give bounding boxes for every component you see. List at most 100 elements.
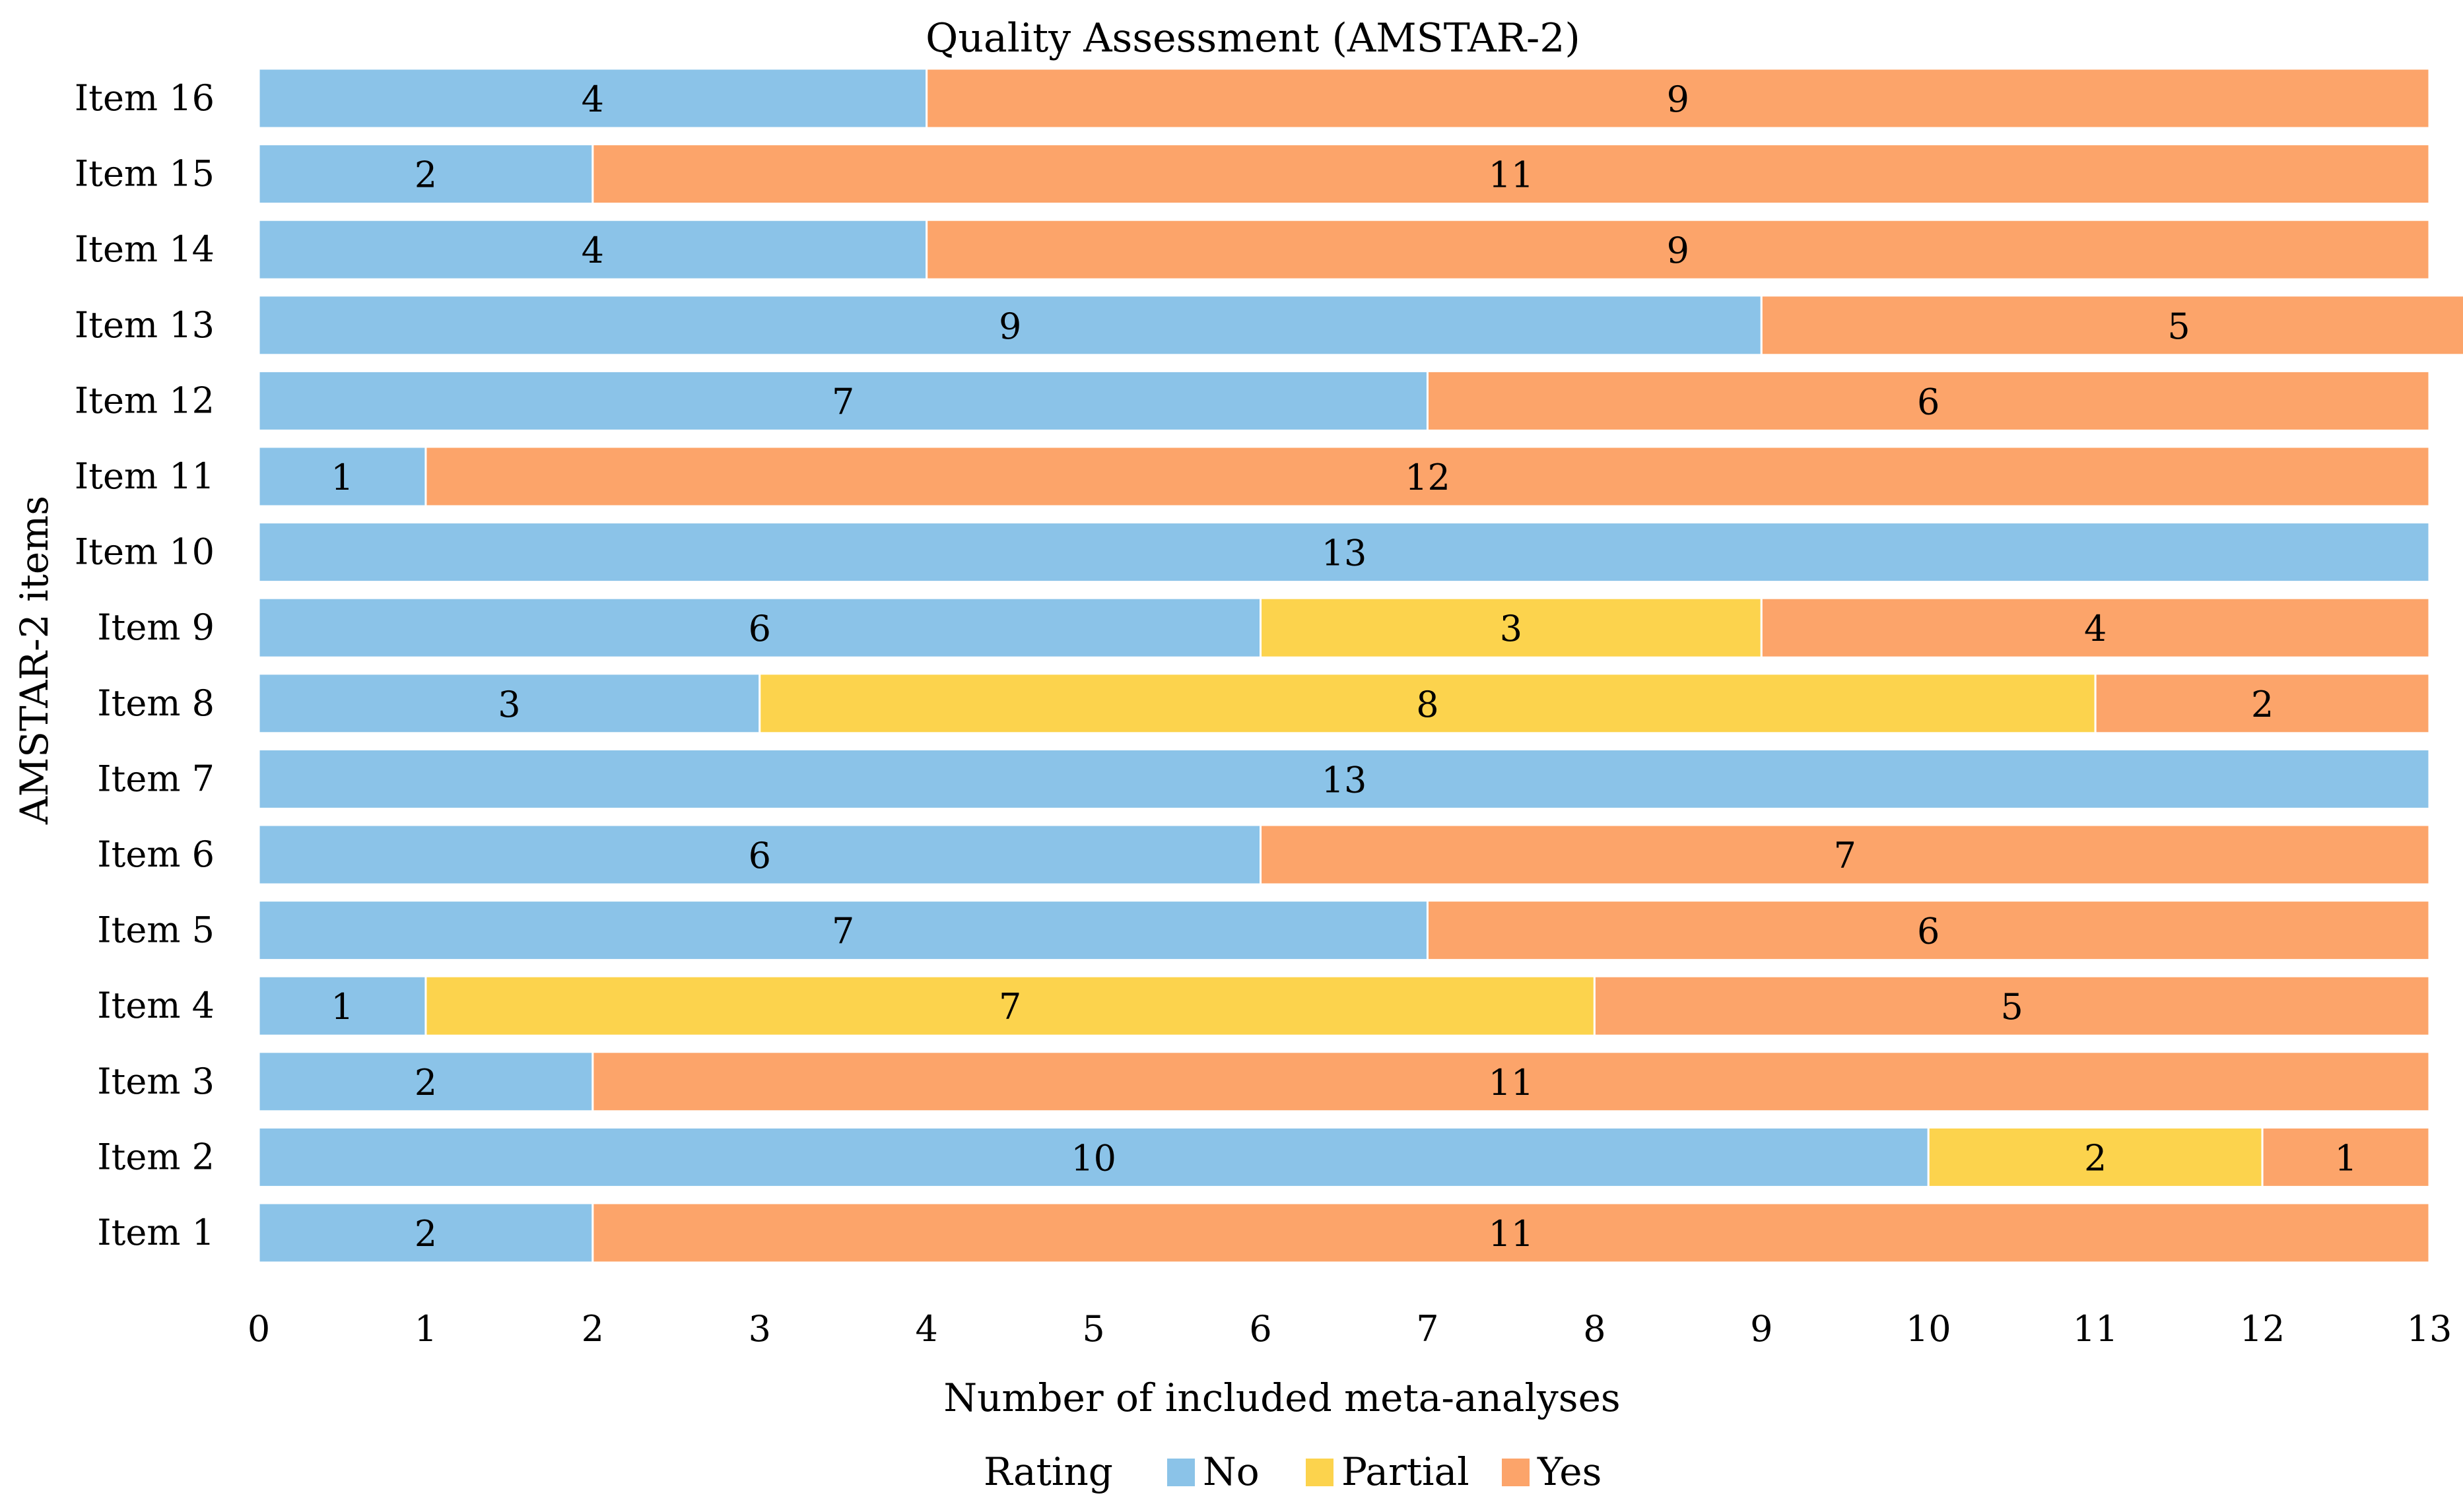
y-tick-label: Item 5 — [97, 909, 215, 951]
legend-label-yes: Yes — [1537, 1449, 1602, 1494]
x-tick-label: 4 — [916, 1308, 938, 1350]
x-axis-ticks: 0 1 2 3 4 5 6 7 8 9 10 11 12 13 — [248, 1308, 2452, 1350]
data-label: 9 — [1667, 230, 1689, 271]
data-label: 2 — [415, 1062, 437, 1103]
bar-segment-no — [257, 294, 1763, 356]
data-label: 7 — [832, 911, 854, 952]
x-tick-label: 13 — [2407, 1308, 2452, 1350]
bar-segment-partial — [1260, 597, 1763, 659]
data-label: 4 — [582, 79, 604, 120]
bar-segment-no — [257, 673, 761, 735]
data-label: 9 — [999, 306, 1021, 347]
bar-segment-no — [257, 521, 2431, 583]
x-tick-label: 1 — [415, 1308, 437, 1350]
x-tick-label: 0 — [248, 1308, 270, 1350]
legend: Rating No Partial Yes — [984, 1449, 1602, 1494]
bar-segment-yes — [1260, 824, 2431, 886]
bar-segment-no — [257, 748, 2431, 810]
bar-segment-no — [257, 143, 594, 205]
data-label: 6 — [1917, 381, 1940, 422]
y-tick-label: Item 16 — [75, 77, 215, 119]
data-label: 1 — [331, 986, 353, 1028]
x-tick-label: 3 — [749, 1308, 771, 1350]
bar-segment-no — [257, 218, 928, 280]
bar-segment-yes — [1426, 370, 2431, 432]
y-tick-label: Item 12 — [75, 379, 215, 421]
x-tick-label: 11 — [2073, 1308, 2118, 1350]
bar-segment-yes — [926, 218, 2431, 280]
data-label: 11 — [1489, 1062, 1534, 1103]
data-label: 8 — [1416, 684, 1438, 725]
legend-title: Rating — [984, 1449, 1113, 1494]
bar-segment-yes — [591, 1051, 2431, 1113]
bar-segment-yes — [1593, 975, 2431, 1037]
x-tick-label: 6 — [1249, 1308, 1271, 1350]
legend-swatch-no — [1167, 1459, 1195, 1486]
bar-segment-yes — [1760, 294, 2463, 356]
data-label: 13 — [1322, 533, 1367, 574]
bar-segment-no — [257, 824, 1262, 886]
data-label: 11 — [1489, 1213, 1534, 1255]
data-label: 4 — [582, 230, 604, 271]
data-label: 13 — [1322, 759, 1367, 801]
bar-segment-yes — [424, 445, 2431, 508]
data-label: 3 — [498, 684, 520, 725]
bar-segment-yes — [591, 143, 2431, 205]
y-tick-label: Item 1 — [97, 1212, 215, 1253]
legend-label-no: No — [1203, 1449, 1260, 1494]
chart-title: Quality Assessment (AMSTAR-2) — [926, 15, 1580, 61]
data-label: 4 — [2084, 608, 2107, 649]
y-tick-label: Item 10 — [75, 531, 215, 573]
data-label: 6 — [1917, 911, 1940, 952]
bar-segment-no — [257, 67, 928, 129]
y-tick-label: Item 15 — [75, 153, 215, 195]
bar-segment-no — [257, 370, 1429, 432]
bar-segment-yes — [926, 67, 2431, 129]
data-label: 10 — [1071, 1137, 1116, 1179]
data-label: 2 — [415, 1213, 437, 1255]
x-tick-label: 5 — [1082, 1308, 1104, 1350]
x-tick-label: 2 — [582, 1308, 604, 1350]
y-axis-title: AMSTAR-2 items — [12, 496, 57, 825]
data-label: 7 — [1834, 835, 1856, 876]
bar-segment-yes — [1426, 900, 2431, 962]
bar-segment-no — [257, 1126, 1930, 1188]
bar-segment-no — [257, 1051, 594, 1113]
data-label: 3 — [1500, 608, 1522, 649]
x-tick-label: 12 — [2240, 1308, 2285, 1350]
data-label: 5 — [2001, 986, 2023, 1028]
y-tick-label: Item 4 — [97, 985, 215, 1026]
x-tick-label: 7 — [1416, 1308, 1438, 1350]
data-label: 2 — [2251, 684, 2274, 725]
legend-swatch-partial — [1306, 1459, 1333, 1486]
bar-segment-yes — [591, 1202, 2431, 1264]
data-label: 9 — [1667, 79, 1689, 120]
x-tick-label: 10 — [1906, 1308, 1951, 1350]
data-label: 7 — [999, 986, 1021, 1028]
data-label: 12 — [1405, 457, 1450, 498]
x-tick-label: 9 — [1750, 1308, 1772, 1350]
data-label: 7 — [832, 381, 854, 422]
data-label: 2 — [415, 154, 437, 196]
y-tick-label: Item 7 — [97, 758, 215, 799]
data-label: 6 — [749, 835, 771, 876]
y-tick-label: Item 8 — [97, 682, 215, 724]
legend-swatch-yes — [1502, 1459, 1530, 1486]
x-tick-label: 8 — [1583, 1308, 1605, 1350]
bar-segment-partial — [424, 975, 1596, 1037]
x-axis-title: Number of included meta-analyses — [943, 1375, 1620, 1420]
data-label: 1 — [331, 457, 353, 498]
y-tick-label: Item 6 — [97, 834, 215, 875]
bar-segment-no — [257, 445, 427, 508]
y-tick-label: Item 3 — [97, 1061, 215, 1102]
bar-segment-no — [257, 597, 1262, 659]
bar-segment-yes — [2261, 1126, 2431, 1188]
legend-label-partial: Partial — [1341, 1449, 1469, 1494]
data-label: 6 — [749, 608, 771, 649]
bar-segment-yes — [1760, 597, 2431, 659]
data-label: 5 — [2167, 306, 2190, 347]
y-tick-label: Item 9 — [97, 607, 215, 648]
y-tick-label: Item 13 — [75, 304, 215, 346]
data-label: 1 — [2334, 1137, 2357, 1179]
